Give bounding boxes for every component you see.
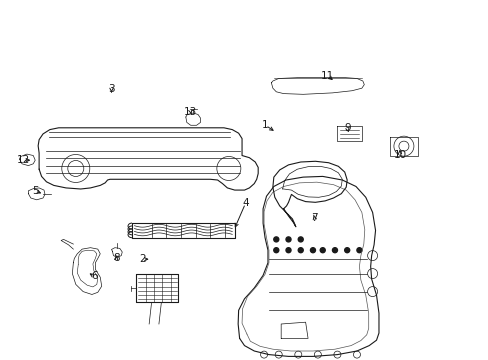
- Circle shape: [298, 248, 303, 253]
- Circle shape: [285, 248, 290, 253]
- Circle shape: [344, 248, 349, 253]
- Circle shape: [310, 248, 315, 253]
- Text: 4: 4: [242, 198, 248, 208]
- Circle shape: [332, 248, 337, 253]
- Text: 3: 3: [108, 84, 115, 94]
- Text: 13: 13: [183, 107, 197, 117]
- Text: 12: 12: [17, 155, 30, 165]
- Circle shape: [320, 248, 325, 253]
- Circle shape: [298, 237, 303, 242]
- Text: 10: 10: [393, 150, 406, 160]
- Circle shape: [356, 248, 361, 253]
- Text: 6: 6: [91, 271, 98, 282]
- Text: 7: 7: [310, 213, 317, 223]
- Circle shape: [273, 237, 278, 242]
- Text: 11: 11: [320, 71, 334, 81]
- Text: 2: 2: [139, 254, 146, 264]
- Text: 9: 9: [343, 123, 350, 133]
- Circle shape: [285, 237, 290, 242]
- Text: 1: 1: [262, 120, 268, 130]
- Text: 8: 8: [113, 253, 120, 264]
- Circle shape: [273, 248, 278, 253]
- Text: 5: 5: [32, 186, 39, 196]
